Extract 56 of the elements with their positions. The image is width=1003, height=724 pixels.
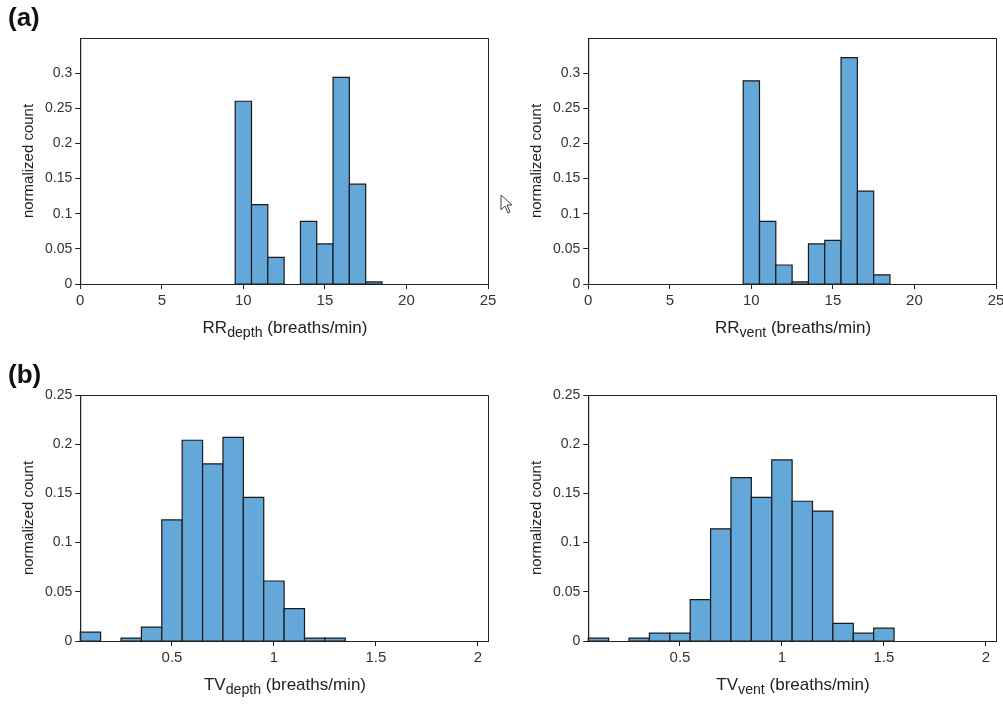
x-tick-label: 20: [906, 291, 923, 309]
y-tick-label: 0.1: [52, 204, 73, 221]
y-tick-label: 0: [572, 631, 581, 648]
x-tick-label: 1.5: [365, 648, 387, 666]
x-tick-label: 0.5: [669, 648, 691, 666]
y-tick-label: 0.2: [560, 134, 581, 151]
y-tick-label: 0: [572, 274, 581, 291]
x-tick-label: 1.5: [873, 648, 895, 666]
text: (a): [8, 2, 40, 33]
x-axis-title: RR$_{vent}$ (breaths/min): [713, 318, 873, 341]
x-tick-label: 2: [981, 648, 990, 666]
y-axis-title: normalized count: [527, 103, 545, 219]
y-tick-label: 0.3: [52, 64, 73, 80]
x-tick-label: 25: [987, 291, 1003, 309]
y-tick-label: 0.05: [553, 239, 581, 256]
y-tick-label: 0.1: [560, 533, 581, 550]
y-tick-label: 0.15: [45, 484, 73, 501]
y-tick-label: 0.05: [45, 582, 73, 599]
y-tick-label: 0: [64, 274, 73, 291]
x-axis-title: TV$_{depth}$ (breaths/min): [202, 675, 367, 698]
x-tick-label: 0: [76, 291, 85, 309]
y-tick-label: 0.1: [52, 533, 73, 550]
x-tick-label: 15: [316, 291, 334, 309]
y-tick-label: 0.25: [45, 99, 73, 116]
x-axis-title: RR$_{depth}$ (breaths/min): [201, 318, 369, 341]
y-tick-label: 0.2: [52, 435, 73, 452]
x-tick-label: 1: [777, 648, 787, 666]
y-tick-label: 0.15: [45, 169, 73, 186]
y-tick-label: 0.25: [553, 99, 581, 116]
x-axis-title: TV$_{vent}$ (breaths/min): [715, 675, 871, 698]
y-tick-label: 0.25: [553, 385, 581, 402]
y-tick-label: 0.05: [45, 239, 73, 256]
x-tick-label: 25: [479, 291, 497, 309]
y-tick-label: 0.25: [45, 385, 73, 402]
y-axis-title: normalized count: [527, 460, 545, 576]
x-tick-label: 2: [473, 648, 482, 666]
x-tick-label: 10: [743, 291, 760, 309]
x-tick-label: 15: [824, 291, 842, 309]
x-tick-label: 0.5: [161, 648, 183, 666]
y-tick-label: 0.15: [553, 484, 581, 501]
x-tick-label: 1: [269, 648, 279, 666]
x-tick-label: 10: [235, 291, 252, 309]
y-tick-label: 0: [64, 631, 73, 648]
x-tick-label: 5: [665, 291, 674, 309]
y-tick-label: 0.15: [553, 169, 581, 186]
y-axis-title: normalized count: [19, 103, 37, 219]
y-tick-label: 0.1: [560, 204, 581, 221]
y-tick-label: 0.05: [553, 582, 581, 599]
y-tick-label: 0.2: [560, 435, 581, 452]
y-axis-title: normalized count: [19, 460, 37, 576]
x-tick-label: 20: [398, 291, 415, 309]
y-tick-label: 0.2: [52, 134, 73, 151]
x-tick-label: 0: [584, 291, 593, 309]
y-tick-label: 0.3: [560, 64, 581, 80]
text: (b): [8, 359, 42, 390]
x-tick-label: 5: [157, 291, 166, 309]
